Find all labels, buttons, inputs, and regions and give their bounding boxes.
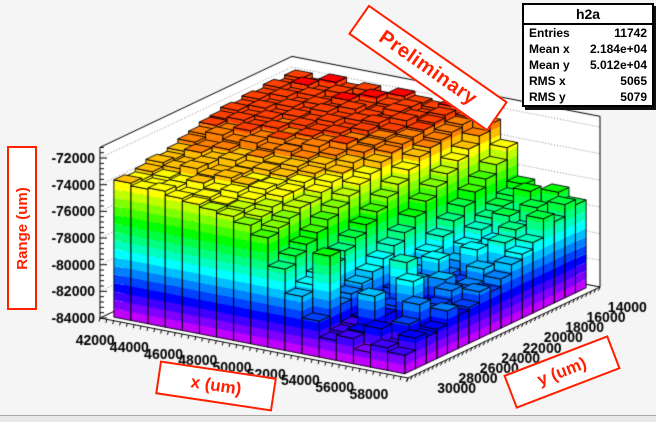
stats-value: 5079: [620, 90, 647, 104]
stats-label: RMS x: [529, 74, 566, 88]
stats-label: Mean y: [529, 58, 570, 72]
stats-box: h2a Entries 11742 Mean x 2.184e+04 Mean …: [522, 3, 654, 107]
stats-value: 2.184e+04: [589, 42, 647, 56]
window-bottom-strip: [0, 415, 656, 422]
stats-row: Mean x 2.184e+04: [524, 41, 652, 57]
stats-title: h2a: [524, 5, 652, 25]
stats-value: 11742: [614, 26, 647, 40]
x-axis-title: x (um): [189, 372, 243, 399]
stats-row: Entries 11742: [524, 25, 652, 41]
stats-row: Mean y 5.012e+04: [524, 57, 652, 73]
stats-row: RMS x 5065: [524, 73, 652, 89]
stats-label: RMS y: [529, 90, 566, 104]
stats-row: RMS y 5079: [524, 89, 652, 105]
z-axis-title: Range (um): [13, 186, 31, 270]
z-axis-title-box: Range (um): [7, 146, 37, 310]
stats-label: Entries: [529, 26, 570, 40]
stats-value: 5065: [620, 74, 647, 88]
stats-label: Mean x: [529, 42, 570, 56]
stats-value: 5.012e+04: [589, 58, 647, 72]
